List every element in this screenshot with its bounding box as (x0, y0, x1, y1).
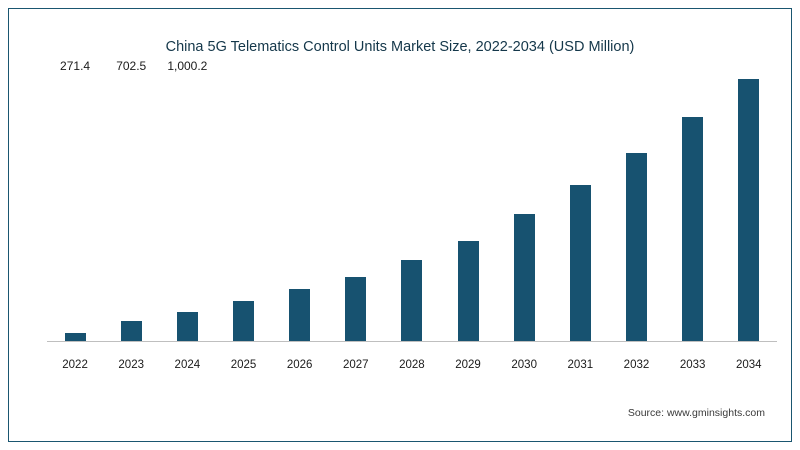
bar-slot (665, 79, 721, 341)
bar-value-label: 702.5 (116, 59, 147, 73)
bar[interactable] (345, 277, 367, 341)
x-tick-label: 2027 (342, 359, 369, 371)
x-tick-label: 2023 (118, 359, 144, 371)
x-tick-label: 2029 (455, 359, 481, 371)
bar-slot (215, 79, 271, 341)
bar[interactable] (625, 153, 647, 341)
bar[interactable] (682, 117, 704, 341)
bar-slot (721, 79, 777, 341)
bar[interactable] (513, 214, 535, 341)
x-tick-label: 2034 (735, 359, 762, 371)
bar-value-label: 271.4 (60, 59, 91, 73)
x-tick-label: 2032 (623, 359, 650, 371)
x-tick-label: 2025 (230, 359, 257, 371)
source-attribution: Source: www.gminsights.com (627, 407, 765, 419)
bar-series: 271.4 702.5 1,000.2 (47, 59, 777, 341)
bar[interactable] (120, 321, 142, 341)
bar-value-label: 1,000.2 (167, 59, 208, 73)
x-tick-label: 2030 (511, 359, 537, 371)
x-tick-label: 2026 (286, 359, 313, 371)
bar-slot (552, 79, 608, 341)
bar-slot (328, 79, 384, 341)
bar-slot: 1,000.2 (159, 59, 215, 341)
x-tick-label: 2033 (679, 359, 706, 371)
plot-area: 271.4 702.5 1,000.2 (47, 59, 777, 399)
bar[interactable] (176, 312, 198, 341)
x-tick-label: 2024 (174, 359, 201, 371)
x-axis-tick-labels: 2022 2023 2024 2025 2026 2027 2028 2029 … (47, 359, 777, 371)
bar[interactable] (457, 241, 479, 341)
x-tick-label: 2031 (567, 359, 594, 371)
bar[interactable] (738, 79, 760, 341)
bar-slot: 702.5 (103, 59, 159, 341)
bar-slot (440, 79, 496, 341)
bar[interactable] (64, 333, 86, 341)
bar-slot (608, 79, 664, 341)
bar[interactable] (569, 185, 591, 341)
chart-title: China 5G Telematics Control Units Market… (165, 39, 635, 55)
bar[interactable] (289, 289, 311, 341)
bar-slot: 271.4 (47, 59, 103, 341)
bar-slot (496, 79, 552, 341)
bar[interactable] (401, 260, 423, 341)
bar-slot (272, 79, 328, 341)
bar[interactable] (232, 301, 254, 341)
x-tick-label: 2028 (399, 359, 425, 371)
chart-frame: China 5G Telematics Control Units Market… (8, 8, 792, 442)
x-tick-label: 2022 (62, 359, 88, 371)
bar-slot (384, 79, 440, 341)
x-axis-line (47, 341, 777, 342)
